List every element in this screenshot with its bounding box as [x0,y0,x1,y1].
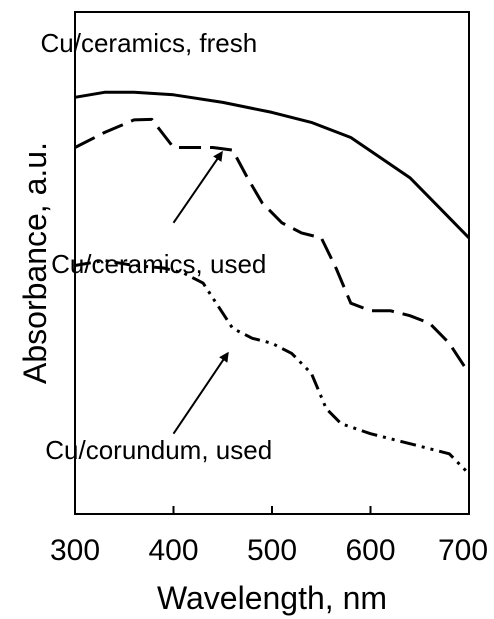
x-tick-label-500: 500 [247,534,297,567]
series-line-3 [74,259,471,475]
x-axis-title: Wavelength, nm [157,580,387,616]
x-tick-label-600: 600 [345,534,395,567]
x-tick-label-400: 400 [148,534,198,567]
annotation-2: Cu/ceramics, used [51,249,266,279]
annotation-arrow-2 [172,351,229,435]
annotation-1: Cu/ceramics, fresh [41,28,258,58]
annotation-arrow-1 [172,150,223,224]
annotation-arrows [172,150,229,435]
x-tick-label-300: 300 [50,534,100,567]
series-line-1 [74,90,471,239]
series-lines [74,90,471,475]
annotations: Cu/ceramics, fresh Cu/ceramics, used Cu/co… [41,28,273,465]
y-axis-title: Absorbance, a.u. [17,142,53,384]
x-axis-ticks: 300 400 500 600 700 [50,506,488,567]
series-line-2 [74,117,471,375]
annotation-3: Cu/corundum, used [45,435,272,465]
x-tick-label-700: 700 [438,534,488,567]
